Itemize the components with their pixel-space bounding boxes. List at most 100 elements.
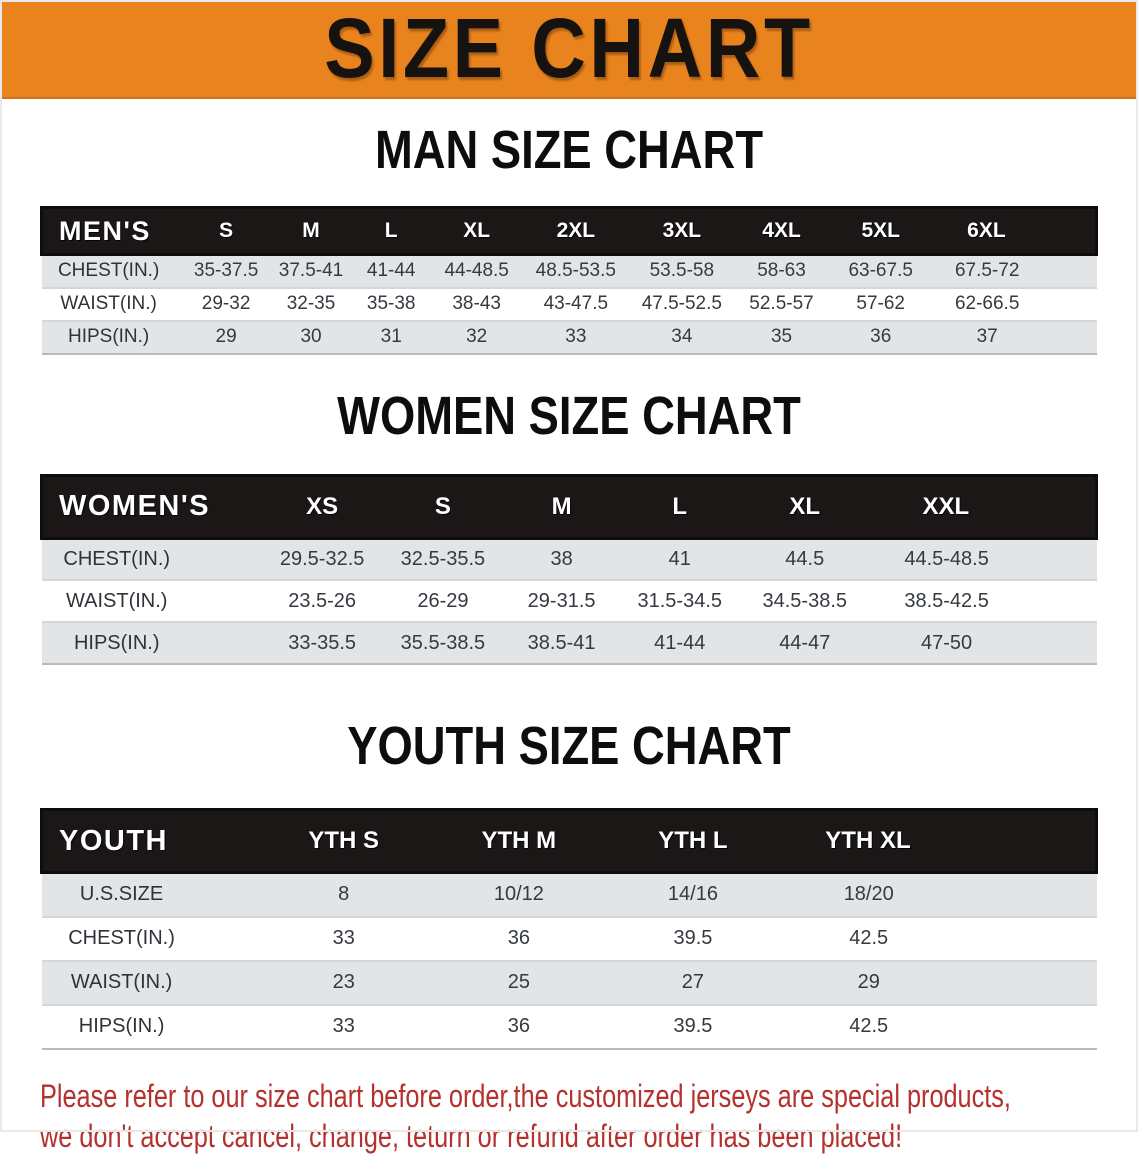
men-header-row: MEN'S S M L XL 2XL 3XL 4XL 5XL 6XL bbox=[39, 206, 1098, 256]
size-chart-banner: SIZE CHART bbox=[0, 0, 1138, 99]
size-value-cell: 35-38 bbox=[350, 287, 432, 322]
men-corner-label: MEN'S bbox=[39, 206, 181, 256]
size-value-cell: 36 bbox=[829, 320, 932, 355]
men-size-table: MEN'S S M L XL 2XL 3XL 4XL 5XL 6XL CHEST… bbox=[39, 206, 1098, 355]
youth-corner-label: YOUTH bbox=[39, 808, 256, 874]
size-value-cell: 44.5-48.5 bbox=[870, 538, 1097, 581]
row-label: CHEST(IN.) bbox=[41, 254, 181, 289]
table-row: U.S.SIZE 8 10/12 14/16 18/20 bbox=[41, 872, 1097, 918]
size-value-cell: 37 bbox=[931, 320, 1097, 355]
women-corner-label: WOMEN'S bbox=[39, 473, 261, 540]
table-row: CHEST(IN.) 33 36 39.5 42.5 bbox=[41, 916, 1097, 962]
man-size-chart-heading: MAN SIZE CHART bbox=[0, 120, 1138, 186]
table-row: WAIST(IN.) 29-32 32-35 35-38 38-43 43-47… bbox=[41, 287, 1097, 322]
size-value-cell: 29 bbox=[779, 960, 1097, 1006]
size-value-cell: 43-47.5 bbox=[521, 287, 631, 322]
size-value-cell: 36 bbox=[431, 916, 606, 962]
size-value-cell: 67.5-72 bbox=[931, 254, 1097, 289]
size-value-cell: 42.5 bbox=[779, 1004, 1097, 1050]
size-value-cell: 34 bbox=[630, 320, 734, 355]
size-value-cell: 27 bbox=[605, 960, 780, 1006]
column-header: M bbox=[271, 206, 351, 256]
column-header: XL bbox=[738, 473, 871, 540]
column-header: YTH L bbox=[605, 808, 780, 874]
table-row: CHEST(IN.) 35-37.5 37.5-41 41-44 44-48.5… bbox=[41, 254, 1097, 289]
column-header: XS bbox=[260, 473, 384, 540]
size-value-cell: 57-62 bbox=[829, 287, 932, 322]
youth-size-table: YOUTH YTH S YTH M YTH L YTH XL U.S.SIZE … bbox=[39, 808, 1098, 1050]
table-row: CHEST(IN.) 29.5-32.5 32.5-35.5 38 41 44.… bbox=[41, 538, 1097, 581]
column-header: M bbox=[502, 473, 621, 540]
row-label: CHEST(IN.) bbox=[41, 538, 261, 581]
column-header: XXL bbox=[870, 473, 1098, 540]
row-label: HIPS(IN.) bbox=[41, 622, 261, 665]
table-row: WAIST(IN.) 23.5-26 26-29 29-31.5 31.5-34… bbox=[41, 580, 1097, 623]
column-header: YTH M bbox=[431, 808, 606, 874]
column-header: 2XL bbox=[521, 206, 631, 256]
size-value-cell: 38-43 bbox=[431, 287, 522, 322]
size-value-cell: 53.5-58 bbox=[630, 254, 734, 289]
size-value-cell: 39.5 bbox=[605, 916, 780, 962]
size-value-cell: 41-44 bbox=[620, 622, 739, 665]
column-header: XL bbox=[431, 206, 522, 256]
size-value-cell: 47-50 bbox=[870, 622, 1097, 665]
size-value-cell: 32.5-35.5 bbox=[383, 538, 503, 581]
size-value-cell: 58-63 bbox=[733, 254, 830, 289]
size-value-cell: 62-66.5 bbox=[931, 287, 1097, 322]
size-value-cell: 31.5-34.5 bbox=[620, 580, 739, 623]
youth-header-row: YOUTH YTH S YTH M YTH L YTH XL bbox=[39, 808, 1098, 874]
row-label: WAIST(IN.) bbox=[41, 580, 261, 623]
table-row: HIPS(IN.) 33 36 39.5 42.5 bbox=[41, 1004, 1097, 1050]
size-value-cell: 32 bbox=[431, 320, 522, 355]
column-header: 4XL bbox=[733, 206, 830, 256]
size-value-cell: 39.5 bbox=[605, 1004, 780, 1050]
women-size-table: WOMEN'S XS S M L XL XXL CHEST(IN.) 29.5-… bbox=[39, 473, 1098, 665]
women-heading-text: WOMEN SIZE CHART bbox=[337, 385, 801, 446]
size-value-cell: 29-32 bbox=[180, 287, 272, 322]
row-label: U.S.SIZE bbox=[41, 872, 256, 918]
size-value-cell: 35-37.5 bbox=[180, 254, 272, 289]
column-header: S bbox=[180, 206, 272, 256]
size-value-cell: 33 bbox=[255, 916, 432, 962]
size-value-cell: 36 bbox=[431, 1004, 606, 1050]
size-value-cell: 47.5-52.5 bbox=[630, 287, 734, 322]
youth-size-chart-heading: YOUTH SIZE CHART bbox=[0, 716, 1138, 782]
size-value-cell: 29.5-32.5 bbox=[260, 538, 384, 581]
size-value-cell: 48.5-53.5 bbox=[521, 254, 631, 289]
size-value-cell: 29-31.5 bbox=[502, 580, 621, 623]
size-value-cell: 33 bbox=[255, 1004, 432, 1050]
women-header-row: WOMEN'S XS S M L XL XXL bbox=[39, 473, 1098, 540]
table-row: HIPS(IN.) 33-35.5 35.5-38.5 38.5-41 41-4… bbox=[41, 622, 1097, 665]
size-value-cell: 32-35 bbox=[271, 287, 351, 322]
footer-note: Please refer to our size chart before or… bbox=[40, 1076, 1138, 1156]
column-header: 3XL bbox=[630, 206, 734, 256]
size-value-cell: 29 bbox=[180, 320, 272, 355]
column-header: YTH S bbox=[255, 808, 432, 874]
column-header: L bbox=[350, 206, 432, 256]
row-label: HIPS(IN.) bbox=[41, 1004, 256, 1050]
row-label: CHEST(IN.) bbox=[41, 916, 256, 962]
youth-heading-text: YOUTH SIZE CHART bbox=[347, 716, 791, 776]
size-value-cell: 33 bbox=[521, 320, 631, 355]
size-value-cell: 38.5-41 bbox=[502, 622, 621, 665]
size-value-cell: 8 bbox=[255, 872, 432, 918]
size-value-cell: 23 bbox=[255, 960, 432, 1006]
column-header: 5XL bbox=[829, 206, 932, 256]
size-value-cell: 34.5-38.5 bbox=[738, 580, 871, 623]
women-size-chart-heading: WOMEN SIZE CHART bbox=[0, 385, 1138, 452]
size-value-cell: 18/20 bbox=[779, 872, 1097, 918]
size-value-cell: 33-35.5 bbox=[260, 622, 384, 665]
column-header: L bbox=[620, 473, 739, 540]
size-value-cell: 44-47 bbox=[738, 622, 871, 665]
size-value-cell: 63-67.5 bbox=[829, 254, 932, 289]
size-value-cell: 35 bbox=[733, 320, 830, 355]
size-value-cell: 23.5-26 bbox=[260, 580, 384, 623]
size-value-cell: 26-29 bbox=[383, 580, 503, 623]
banner-title: SIZE CHART bbox=[324, 1, 814, 95]
size-value-cell: 30 bbox=[271, 320, 351, 355]
size-value-cell: 35.5-38.5 bbox=[383, 622, 503, 665]
size-value-cell: 10/12 bbox=[431, 872, 606, 918]
size-value-cell: 38 bbox=[502, 538, 621, 581]
column-header: YTH XL bbox=[779, 808, 1098, 874]
man-heading-text: MAN SIZE CHART bbox=[374, 120, 764, 180]
